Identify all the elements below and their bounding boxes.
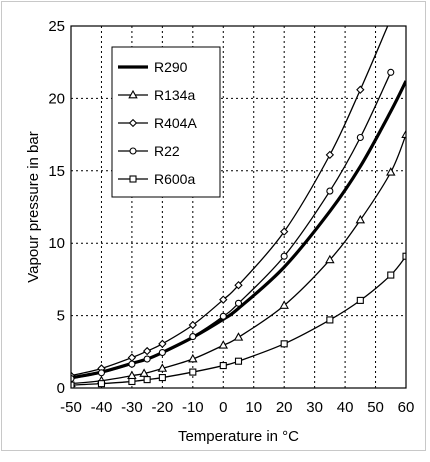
data-point-r134a (279, 300, 289, 309)
data-point-r600a (189, 368, 197, 376)
data-point-r404a (356, 85, 365, 94)
data-point-r134a (218, 340, 229, 349)
legend-label-r404a: R404A (154, 115, 197, 131)
legend-marker-r600a (129, 175, 137, 183)
y-tick-label: 5 (57, 308, 65, 325)
data-point-r22 (219, 312, 227, 320)
data-point-r600a (71, 381, 75, 388)
data-point-r22 (356, 133, 364, 142)
data-point-r600a (356, 296, 364, 304)
data-point-r600a (280, 340, 288, 348)
x-tick-label: -10 (182, 399, 204, 416)
x-tick-label: -40 (91, 399, 113, 416)
x-tick-label: -50 (60, 399, 82, 416)
data-point-r404a (234, 281, 243, 290)
data-point-r600a (402, 252, 406, 260)
plot-area-border (70, 25, 407, 389)
data-point-r134a (355, 214, 366, 224)
data-point-r404a (219, 295, 228, 304)
x-tick-label: -30 (121, 399, 143, 416)
data-point-r22 (71, 375, 75, 383)
legend: R290 R134a R404A R22 R600a (111, 46, 221, 198)
data-point-r404a (188, 320, 197, 330)
data-point-r404a (387, 15, 394, 22)
y-tick-label: 15 (48, 163, 65, 180)
data-point-r404a (142, 346, 152, 356)
x-tick-label: 30 (306, 399, 323, 416)
x-axis-label: Temperature in °C (178, 428, 299, 445)
data-point-r22 (158, 348, 166, 357)
x-tick-label: 60 (398, 399, 415, 416)
x-tick-label: 0 (219, 399, 227, 416)
data-point-r600a (97, 380, 106, 388)
data-point-r404a (280, 227, 289, 236)
data-point-r134a (325, 254, 335, 264)
data-point-r134a (157, 363, 168, 372)
data-point-r600a (387, 271, 395, 279)
legend-label-r600a: R600a (154, 171, 195, 187)
x-tick-label: 40 (337, 399, 354, 416)
y-tick-label: 0 (57, 380, 65, 397)
data-point-r134a (386, 167, 396, 176)
data-point-r404a (325, 150, 335, 160)
x-tick-label: -20 (152, 399, 174, 416)
data-point-r404a (158, 339, 167, 349)
legend-label-r22: R22 (154, 143, 180, 159)
y-tick-label: 10 (48, 235, 65, 252)
data-point-r22 (128, 360, 136, 368)
legend-marker-r134a (128, 89, 138, 99)
x-tick-label: 10 (245, 399, 262, 416)
data-point-r600a (143, 376, 151, 384)
y-tick-label: 25 (48, 18, 65, 35)
x-tick-label: 50 (367, 399, 384, 416)
x-tick-label: 20 (276, 399, 293, 416)
legend-marker-r404a (128, 118, 138, 128)
data-point-r600a (128, 377, 136, 386)
legend-label-r134a: R134a (154, 87, 195, 103)
data-point-r404a (127, 353, 137, 362)
series-markers (71, 15, 406, 388)
data-point-r22 (234, 299, 243, 307)
data-point-r22 (189, 333, 197, 341)
data-point-r600a (234, 357, 243, 365)
data-point-r22 (326, 187, 334, 195)
data-point-r22 (143, 355, 151, 363)
y-axis-label: Vapour pressure in bar (25, 131, 42, 282)
tick-labels: -50 -40 -30 -20 -10 0 10 20 30 40 50 60 0 5 10 15 20 25 (48, 18, 414, 416)
data-point-r134a (401, 129, 406, 138)
data-point-r134a (233, 332, 244, 341)
data-point-r22 (280, 252, 288, 260)
data-point-r22 (387, 68, 395, 76)
data-point-r600a (158, 374, 166, 382)
data-point-r600a (219, 362, 227, 370)
legend-label-r290: R290 (154, 59, 188, 75)
y-tick-label: 20 (48, 90, 65, 107)
data-point-r134a (188, 353, 198, 363)
data-point-r600a (326, 316, 334, 324)
legend-marker-r22 (129, 147, 137, 155)
data-point-r22 (97, 369, 106, 377)
